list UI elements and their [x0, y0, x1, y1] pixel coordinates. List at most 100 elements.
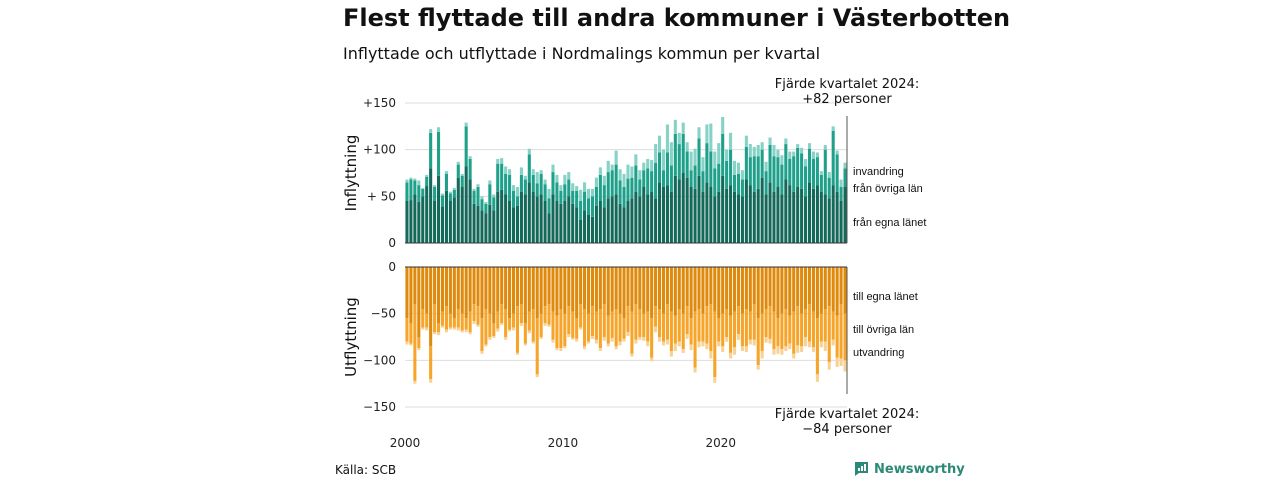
bar-in — [630, 177, 634, 199]
bar-out — [504, 337, 508, 340]
bar-out — [492, 323, 496, 337]
bar-in — [571, 190, 575, 204]
bar-out — [586, 313, 591, 342]
bar-in — [661, 187, 666, 243]
bar-in — [594, 205, 598, 243]
bar-in — [839, 179, 843, 187]
bar-out — [744, 267, 748, 309]
bar-in — [634, 165, 638, 192]
bar-out — [823, 309, 827, 342]
bar-in — [669, 142, 673, 166]
bar-in — [764, 194, 768, 243]
bar-in — [705, 124, 709, 144]
segment-label-out: till egna länet — [853, 291, 918, 303]
bar-in — [437, 127, 441, 132]
bar-in — [535, 183, 539, 197]
bar-in — [543, 201, 547, 243]
bar-out — [559, 309, 563, 349]
bar-in — [721, 117, 725, 134]
bar-out — [823, 267, 827, 309]
bar-in — [504, 194, 508, 243]
bar-out — [421, 309, 425, 328]
bar-out — [484, 344, 488, 347]
bar-out — [701, 313, 705, 342]
bar-in — [646, 159, 650, 169]
bar-out — [780, 349, 784, 355]
bar-in — [732, 191, 737, 243]
bar-out — [464, 318, 468, 330]
bar-out — [586, 341, 591, 344]
y-tick-label: 0 — [388, 236, 396, 250]
bar-in — [531, 191, 535, 243]
bar-in — [800, 147, 804, 154]
bar-in — [804, 159, 808, 167]
bar-out — [440, 325, 445, 328]
bar-in — [456, 177, 460, 243]
bar-out — [563, 346, 567, 349]
bar-in — [531, 169, 535, 175]
bar-in — [464, 166, 468, 243]
bar-in — [456, 161, 460, 165]
bar-in — [519, 191, 523, 243]
bar-out — [523, 343, 527, 346]
bar-in — [693, 165, 697, 189]
bar-out — [634, 267, 638, 305]
bar-out — [606, 267, 610, 316]
bar-in — [800, 153, 804, 189]
bar-out — [500, 304, 504, 323]
bar-out — [740, 346, 744, 351]
bar-in — [555, 201, 559, 243]
bar-in — [819, 171, 823, 175]
bar-in — [658, 182, 662, 243]
bar-in — [421, 187, 425, 189]
bar-out — [768, 338, 772, 344]
bar-in — [480, 210, 484, 243]
bar-in — [551, 164, 555, 173]
bar-in — [440, 206, 445, 243]
bar-in — [452, 187, 456, 190]
bar-in — [602, 175, 606, 186]
bar-out — [511, 267, 516, 314]
bar-out — [618, 341, 622, 346]
bar-in — [555, 182, 559, 201]
bar-in — [764, 171, 768, 195]
bar-out — [725, 309, 729, 337]
bar-in — [709, 151, 713, 187]
bar-in — [606, 160, 610, 173]
bar-in — [547, 188, 551, 199]
bar-out — [752, 339, 756, 346]
bar-in — [535, 196, 539, 243]
bar-in — [535, 172, 539, 184]
bar-in — [776, 157, 780, 187]
bar-in — [417, 185, 421, 202]
bar-out — [780, 313, 784, 350]
bar-out — [646, 267, 650, 312]
bar-in — [677, 132, 681, 145]
bar-in — [488, 180, 492, 185]
bar-in — [740, 170, 744, 180]
bar-in — [835, 191, 839, 243]
bar-out — [594, 267, 598, 312]
bar-out — [543, 323, 547, 326]
bar-in — [622, 187, 626, 208]
bar-out — [452, 327, 456, 330]
brand-logo[interactable]: Newsworthy — [854, 461, 965, 477]
segment-label-in: från egna länet — [853, 217, 926, 229]
bar-out — [579, 304, 583, 328]
bar-in — [827, 172, 831, 178]
bar-in — [677, 179, 681, 243]
bar-out — [776, 318, 780, 347]
source-note: Källa: SCB — [335, 463, 397, 477]
bar-in — [480, 199, 484, 211]
bar-in — [823, 149, 827, 195]
bar-out — [496, 311, 500, 329]
bar-out — [717, 267, 721, 319]
bar-in — [563, 174, 567, 185]
bar-in — [744, 179, 748, 243]
bar-in — [646, 194, 650, 243]
bar-in — [669, 191, 673, 243]
bar-in — [448, 201, 452, 243]
bar-out — [429, 379, 433, 383]
bar-out — [508, 329, 512, 332]
bar-out — [661, 267, 666, 314]
